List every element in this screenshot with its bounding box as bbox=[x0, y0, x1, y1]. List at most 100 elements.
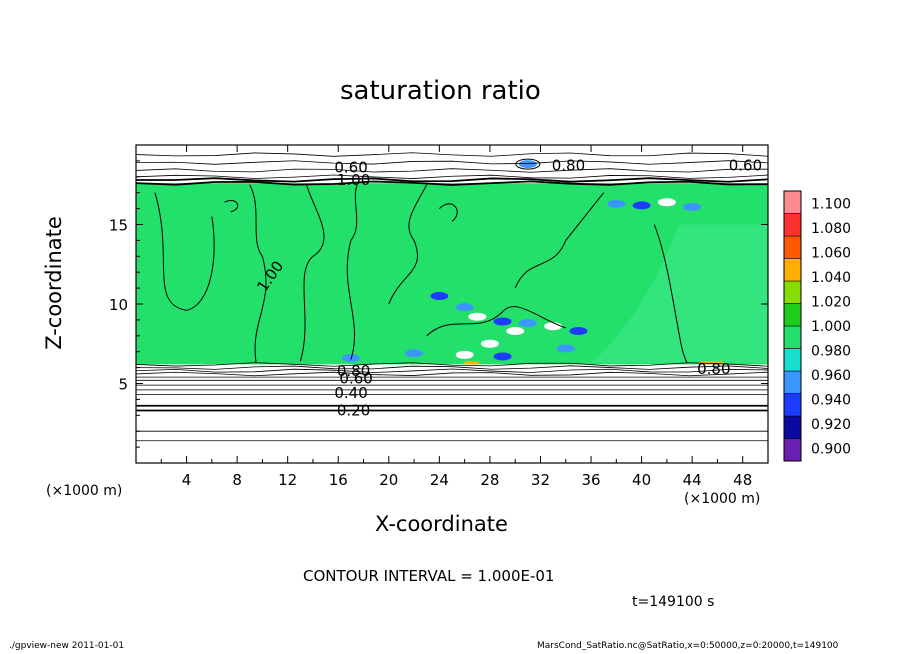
field-patch-9 bbox=[518, 319, 537, 328]
colorbar-swatch bbox=[783, 393, 802, 417]
field-patch-18 bbox=[556, 344, 575, 353]
x-tick-label: 40 bbox=[632, 471, 651, 489]
x-tick-label: 48 bbox=[733, 471, 752, 489]
colorbar-swatch bbox=[783, 370, 802, 394]
x-tick-label: 28 bbox=[480, 471, 499, 489]
contour-label-7: 0.40 bbox=[334, 384, 367, 402]
contour-line-14 bbox=[135, 177, 769, 183]
contour-label-0: 0.60 bbox=[334, 158, 367, 176]
field-patch-5 bbox=[455, 303, 474, 312]
colorbar-label: 1.020 bbox=[811, 294, 851, 310]
field-patch-6 bbox=[468, 312, 487, 321]
field-patch-3 bbox=[683, 203, 702, 212]
contour-label-1: 1.00 bbox=[337, 171, 370, 189]
colorbar-label: 1.040 bbox=[811, 270, 851, 286]
contour-labels: 0.601.000.801.000.600.800.600.400.200.80 bbox=[253, 157, 762, 420]
contour-inner-2 bbox=[299, 184, 325, 362]
x-tick-label: 4 bbox=[182, 471, 192, 489]
y-unit-label: (×1000 m) bbox=[46, 483, 123, 499]
contour-inner-8 bbox=[224, 200, 239, 213]
contour-label-6: 0.60 bbox=[339, 370, 372, 388]
contour-line-18 bbox=[135, 152, 769, 157]
colorbar-label: 1.080 bbox=[811, 221, 851, 237]
x-axis: 4 8 12 16 20 24 28 32 36 40 44 48 bbox=[160, 145, 752, 489]
y-axis-label: Z-coordinate bbox=[42, 216, 66, 350]
x-tick-label: 12 bbox=[278, 471, 297, 489]
colorbar-label: 0.980 bbox=[811, 344, 851, 360]
contour-inner-4 bbox=[388, 184, 428, 305]
contour-label-5: 0.80 bbox=[337, 362, 370, 380]
colorbar-label: 1.000 bbox=[811, 319, 851, 335]
contour-line-12 bbox=[135, 362, 769, 367]
x-tick-label: 16 bbox=[329, 471, 348, 489]
field-patch-10 bbox=[544, 322, 563, 331]
contour-inner-5 bbox=[426, 306, 566, 337]
y-tick-label: 15 bbox=[109, 217, 128, 235]
footer-right: MarsCond_SatRatio.nc@SatRatio,x=0:50000,… bbox=[537, 641, 839, 651]
x-unit-label: (×1000 m) bbox=[684, 491, 761, 507]
colorbar-label: 0.960 bbox=[811, 368, 851, 384]
colorbar-label: 1.100 bbox=[811, 196, 851, 212]
field-warm-spot-2 bbox=[464, 361, 479, 365]
x-tick-label: 32 bbox=[531, 471, 550, 489]
field-patch-11 bbox=[569, 327, 588, 336]
field-patch-0 bbox=[607, 199, 626, 208]
contour-label-8: 0.20 bbox=[337, 402, 370, 420]
colorbar: 0.900 0.920 0.940 0.960 0.980 1.000 1.020 1.040… bbox=[783, 190, 851, 462]
contour-line-13 bbox=[135, 180, 769, 186]
contour-line-10 bbox=[135, 368, 769, 373]
colorbar-label: 1.060 bbox=[811, 245, 851, 261]
colorbar-swatch bbox=[783, 303, 802, 327]
contour-inner-6 bbox=[514, 192, 605, 289]
contour-line-11 bbox=[135, 365, 769, 370]
x-tick-label: 44 bbox=[683, 471, 702, 489]
y-tick-label: 10 bbox=[109, 296, 128, 314]
field-patch-2 bbox=[657, 198, 676, 207]
field-patch-8 bbox=[506, 327, 525, 336]
contour-interval: CONTOUR INTERVAL = 1.000E-01 bbox=[303, 567, 555, 585]
field-patch-14 bbox=[493, 352, 512, 361]
contour-label-4: 0.60 bbox=[729, 157, 762, 175]
time-label: t=149100 s bbox=[632, 594, 715, 610]
x-tick-label: 36 bbox=[581, 471, 600, 489]
contour-label-9: 0.80 bbox=[697, 360, 730, 378]
field-warm-spot-1 bbox=[698, 361, 723, 365]
x-tick-label: 24 bbox=[430, 471, 449, 489]
colorbar-swatch bbox=[783, 438, 802, 462]
colorbar-label: 0.920 bbox=[811, 417, 851, 433]
field-patch-7 bbox=[493, 317, 512, 326]
contour-line-17 bbox=[135, 160, 769, 165]
colorbar-swatch bbox=[783, 280, 802, 304]
contour-line-15 bbox=[135, 174, 769, 179]
contour-line-9 bbox=[135, 371, 769, 377]
x-axis-label: X-coordinate bbox=[375, 512, 508, 536]
colorbar-label: 0.900 bbox=[811, 442, 851, 458]
y-axis: 5 10 15 bbox=[109, 160, 768, 448]
colorbar-swatch bbox=[783, 348, 802, 372]
colorbar-swatch bbox=[783, 235, 802, 259]
x-tick-label: 20 bbox=[379, 471, 398, 489]
contour-lines bbox=[135, 152, 769, 442]
contour-inner-7 bbox=[653, 224, 688, 364]
colorbar-swatch bbox=[783, 213, 802, 237]
footer-left: ./gpview-new 2011-01-01 bbox=[9, 641, 125, 651]
field-patch-17 bbox=[480, 339, 499, 348]
colorbar-swatch bbox=[783, 325, 802, 349]
field-patch-4 bbox=[430, 292, 449, 301]
colorbar-swatch bbox=[783, 258, 802, 282]
field-band-2 bbox=[136, 364, 768, 463]
x-tick-label: 8 bbox=[232, 471, 242, 489]
field-patch-1 bbox=[632, 201, 651, 210]
contour-inner-1 bbox=[249, 184, 267, 363]
contour-inner-0 bbox=[154, 192, 215, 311]
colorbar-swatch bbox=[783, 415, 802, 439]
colorbar-frame bbox=[783, 190, 802, 462]
contour-inner-3 bbox=[346, 184, 358, 360]
y-tick-label: 5 bbox=[118, 376, 128, 394]
contour-inner-9 bbox=[439, 203, 458, 222]
field-patch-13 bbox=[455, 350, 474, 359]
colorbar-label: 0.940 bbox=[811, 393, 851, 409]
field-patch-16 bbox=[518, 160, 537, 169]
saturation-field bbox=[136, 145, 768, 463]
